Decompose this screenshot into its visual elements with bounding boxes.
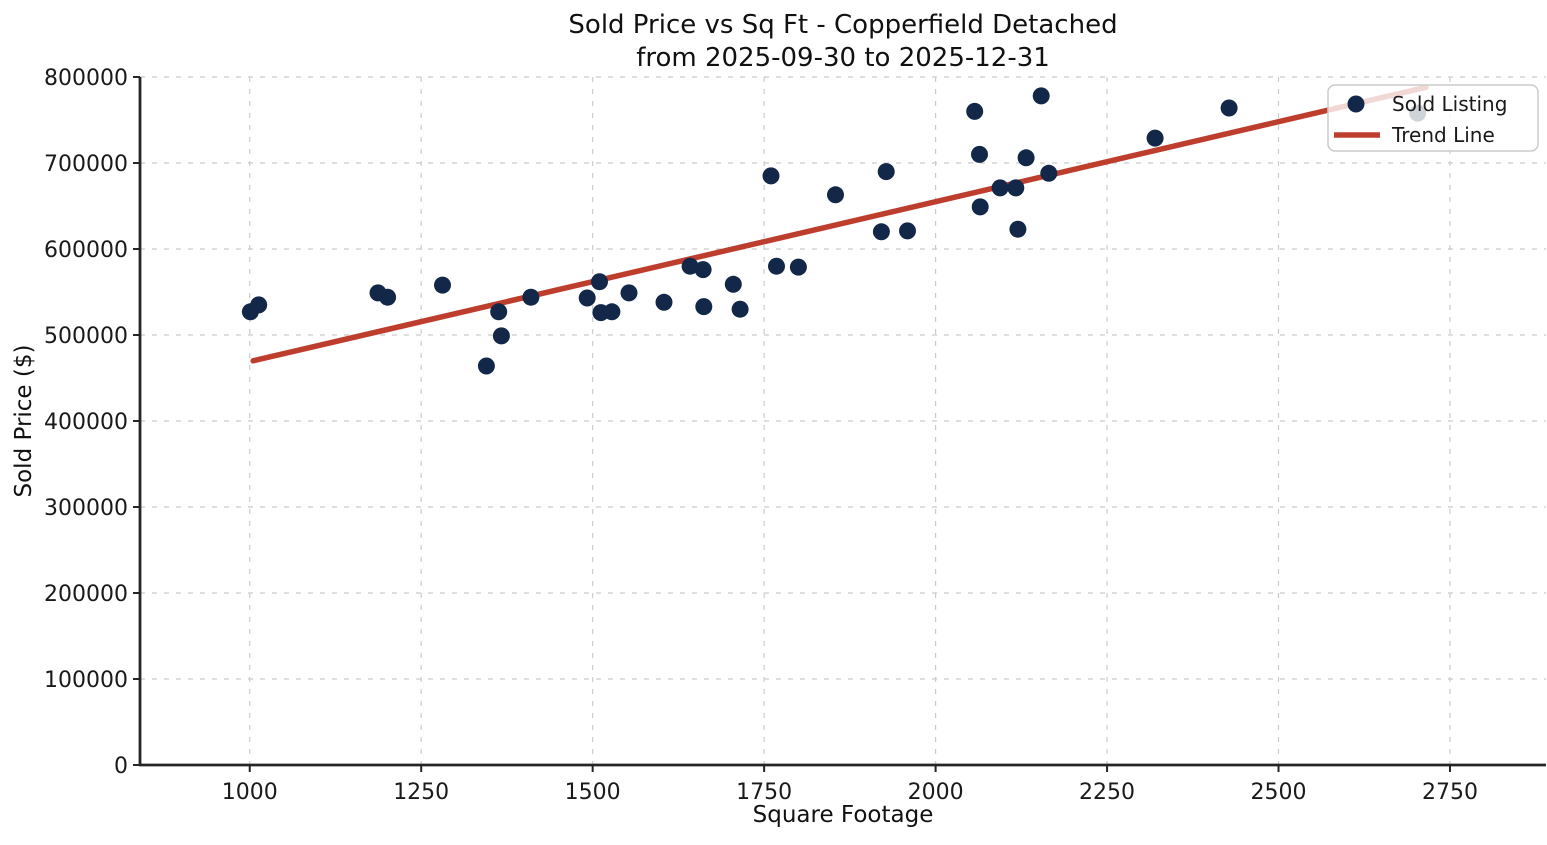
x-tick-label: 1500	[565, 780, 621, 805]
y-tick-label: 200000	[44, 582, 128, 607]
x-tick-label: 2250	[1079, 780, 1135, 805]
data-point	[762, 167, 780, 185]
data-point	[695, 298, 713, 316]
x-tick-label: 2000	[908, 780, 964, 805]
x-tick-label: 2750	[1422, 780, 1478, 805]
data-point	[1009, 220, 1027, 238]
data-point	[827, 186, 844, 204]
y-tick-label: 300000	[44, 496, 128, 521]
data-point	[477, 357, 495, 375]
legend-box	[1327, 84, 1539, 152]
data-point	[1040, 164, 1058, 182]
data-point	[591, 273, 608, 291]
legend-label-trend-line: Trend Line	[1391, 123, 1495, 147]
x-axis-label: Square Footage	[752, 802, 934, 828]
chart-subtitle: from 2025-09-30 to 2025-12-31	[636, 43, 1050, 73]
x-tick-label: 2500	[1251, 780, 1307, 805]
data-point	[1220, 99, 1238, 117]
data-point	[877, 163, 895, 181]
data-point	[681, 257, 699, 275]
data-point	[899, 222, 916, 240]
data-point	[492, 327, 510, 345]
data-point	[603, 303, 621, 321]
data-point	[1017, 149, 1035, 167]
data-point	[966, 102, 984, 120]
data-point	[379, 288, 397, 306]
x-tick-label: 1250	[393, 780, 449, 805]
y-tick-label: 500000	[44, 324, 128, 349]
y-tick-label: 100000	[44, 668, 128, 693]
data-point	[522, 288, 540, 306]
y-tick-label: 400000	[44, 410, 128, 435]
trend-line	[250, 84, 1429, 364]
data-point	[971, 198, 989, 216]
x-tick-label: 1000	[222, 780, 278, 805]
y-tick-label: 0	[114, 754, 128, 779]
y-tick-label: 800000	[44, 66, 128, 91]
data-point	[789, 258, 807, 276]
data-point	[1007, 179, 1025, 197]
data-point	[250, 296, 268, 314]
data-point	[578, 289, 596, 307]
data-point	[434, 276, 451, 294]
data-point	[731, 300, 749, 318]
y-axis-label: Sold Price ($)	[11, 344, 37, 498]
data-point	[1032, 87, 1050, 105]
data-point	[694, 261, 712, 279]
legend-marker-sold-listing	[1347, 95, 1365, 113]
data-point	[768, 257, 785, 275]
data-point	[724, 275, 742, 293]
y-tick-label: 700000	[44, 152, 128, 177]
chart-title: Sold Price vs Sq Ft - Copperfield Detach…	[568, 10, 1118, 40]
data-point	[1146, 129, 1164, 147]
x-tick-label: 1750	[736, 780, 792, 805]
data-point	[655, 293, 673, 311]
y-tick-label: 600000	[44, 238, 128, 263]
data-point	[991, 179, 1009, 197]
data-point	[872, 223, 890, 241]
data-point	[490, 303, 508, 321]
legend-label-sold-listing: Sold Listing	[1392, 92, 1507, 116]
data-point	[620, 284, 638, 302]
data-point	[971, 145, 988, 163]
